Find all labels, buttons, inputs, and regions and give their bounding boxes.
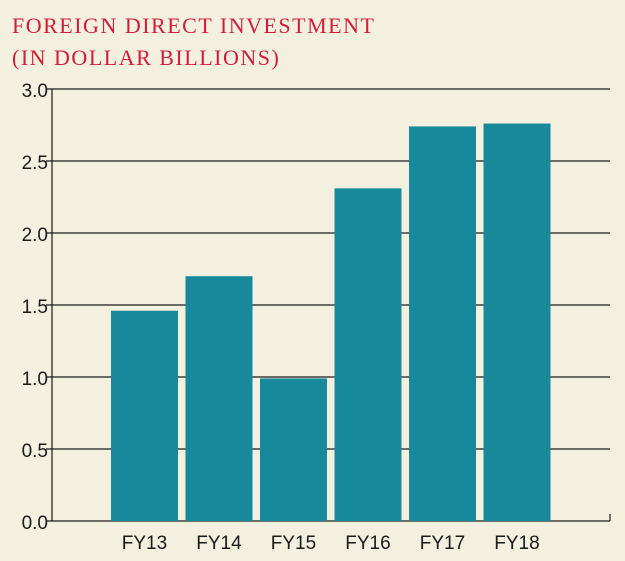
x-tick-label: FY18 (494, 533, 539, 554)
y-tick-label: 1.5 (22, 297, 48, 318)
bar-fy17 (409, 126, 476, 521)
y-tick-label: 1.0 (22, 369, 48, 390)
y-tick-label: 0.0 (22, 513, 48, 534)
y-tick-label: 2.0 (22, 225, 48, 246)
x-tick-label: FY17 (420, 533, 465, 554)
y-tick-label: 2.5 (22, 153, 48, 174)
x-tick-label: FY15 (271, 533, 316, 554)
bar-fy14 (185, 276, 253, 521)
x-tick-label: FY16 (345, 533, 390, 554)
chart-title-line-2: (IN DOLLAR BILLIONS) (12, 45, 281, 70)
y-tick-label: 0.5 (22, 441, 48, 462)
bar-fy18 (483, 123, 551, 521)
x-tick-label: FY14 (196, 533, 242, 554)
chart-title-line-1: FOREIGN DIRECT INVESTMENT (12, 13, 376, 38)
bar-fy16 (334, 188, 402, 522)
x-tick-label: FY13 (122, 533, 167, 554)
y-tick-label: 3.0 (22, 81, 48, 102)
bar-fy15 (260, 378, 327, 521)
bar-fy13 (111, 310, 178, 521)
